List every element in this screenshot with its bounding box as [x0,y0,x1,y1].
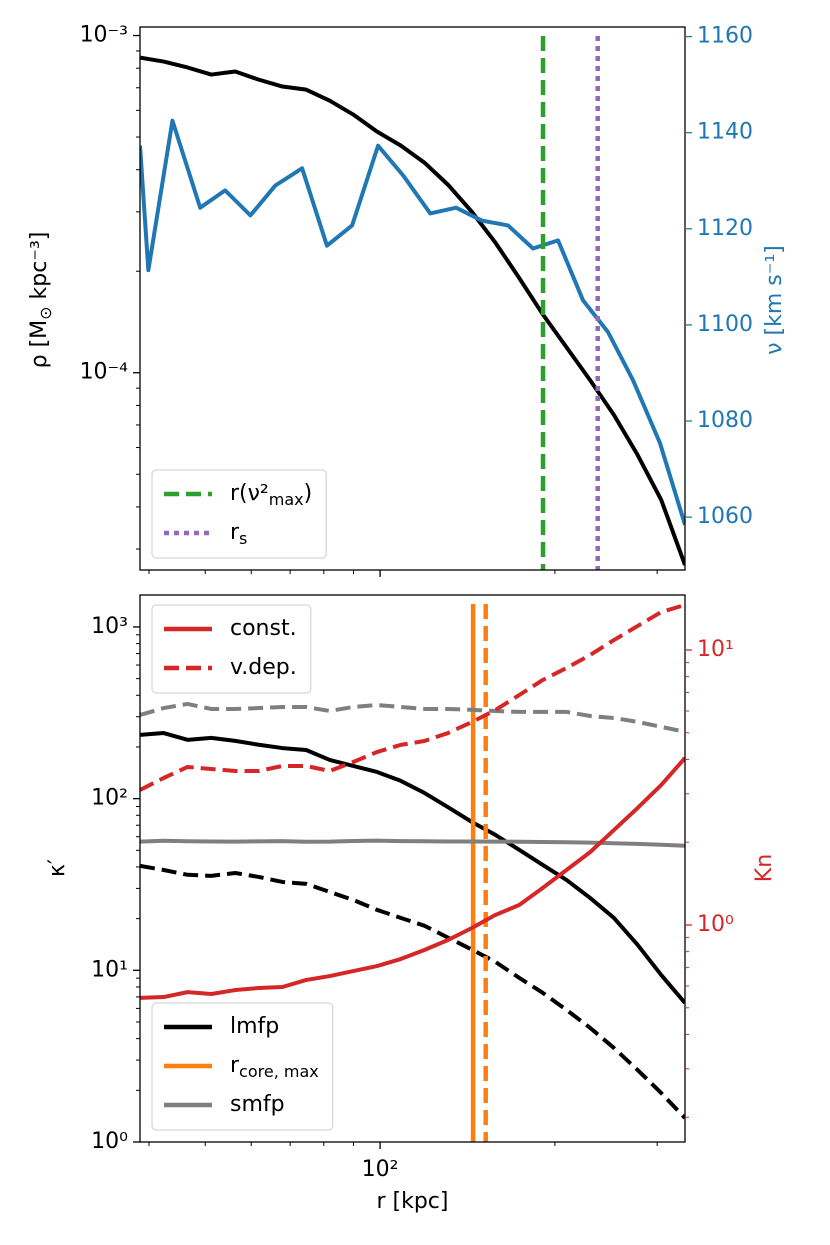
x-tick-label: 10² [362,1157,399,1182]
line-series [140,731,685,1005]
line-series [140,118,685,526]
line-series [140,55,685,566]
y2-tick-label: 1160 [697,24,753,49]
legend: const. v.dep. [151,604,312,694]
y-tick-label: 10⁻⁴ [80,360,129,385]
y-tick-label: 10⁰ [91,1129,128,1154]
y2-tick-label: 1080 [697,408,753,433]
legend: lmfp rcore, max smfp [151,1002,334,1131]
legend-box [151,1002,334,1131]
line-series [140,701,685,734]
y2-tick-label: 1120 [697,216,753,241]
line-series [140,603,685,792]
y-axis-label: κ′ [45,859,70,877]
line-series [140,838,685,848]
y2-tick-label: 10¹ [697,637,734,662]
y2-axis-label: Kn [752,854,777,882]
y-tick-label: 10² [91,786,128,811]
legend: r(ν²max) rs [151,469,327,559]
line-series [140,756,685,1000]
axes-frame [139,594,686,1143]
y-tick-label: 10³ [91,614,128,639]
plot-area [140,36,685,570]
y2-axis-label: ν [km s⁻¹] [762,245,787,355]
y2-tick-label: 10⁰ [697,912,734,937]
legend-label: rs [230,520,247,548]
legend-label: const. [230,616,297,641]
plot-area [140,603,685,1142]
legend-label: r(ν²max) [230,481,312,509]
legend-label: rcore, max [230,1053,319,1081]
x-axis-label: r [kpc] [376,1189,448,1214]
y-tick-label: 10¹ [91,957,128,982]
y-tick-label: 10⁻³ [80,23,128,48]
y2-tick-label: 1060 [697,504,753,529]
y2-tick-label: 1100 [697,312,753,337]
axes-frame [139,26,686,571]
panel: 10² 10⁰ 10¹ 10² 10³ 10⁰ 10¹ κ′ Kn r [kpc] lmfp rcor… [45,594,777,1214]
panel: 10⁻⁴ 10⁻³ 1060 1080 1100 1120 1140 1160 ρ [M⊙ kp… [27,23,787,577]
legend-label: lmfp [230,1014,279,1039]
y-axis-label: ρ [M⊙ kpc⁻³] [27,232,55,369]
legend-label: smfp [230,1092,285,1117]
legend-label: v.dep. [230,655,297,680]
line-series [140,863,685,1120]
y2-tick-label: 1140 [697,120,753,145]
